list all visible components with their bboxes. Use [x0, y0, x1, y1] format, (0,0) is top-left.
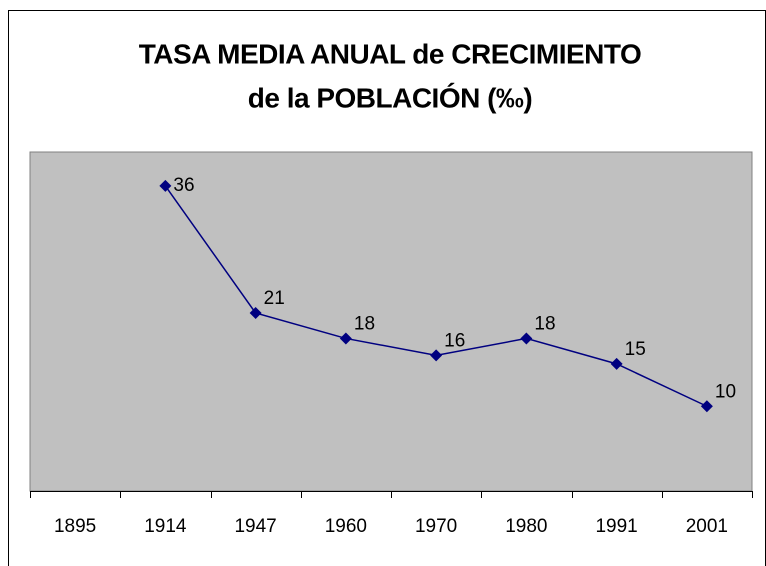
x-tick-label: 2001 — [686, 516, 728, 537]
x-tick-label: 1914 — [144, 516, 187, 537]
x-tick-label: 1980 — [505, 516, 547, 537]
x-tick-label: 1960 — [325, 516, 367, 537]
data-label: 36 — [173, 175, 194, 196]
data-label: 16 — [444, 330, 465, 351]
data-point — [159, 179, 172, 192]
data-point — [700, 400, 713, 413]
x-tick-label: 1991 — [595, 516, 637, 537]
data-point — [610, 357, 623, 370]
data-label: 15 — [625, 339, 646, 360]
x-tick-label: 1895 — [54, 516, 96, 537]
data-label: 21 — [264, 288, 285, 309]
data-point — [249, 307, 262, 320]
data-point — [520, 332, 533, 345]
chart-title: de la POBLACIÓN (‰) — [248, 82, 533, 113]
data-point — [430, 349, 443, 362]
data-label: 10 — [715, 381, 736, 402]
data-label: 18 — [354, 313, 375, 334]
data-point — [339, 332, 352, 345]
data-label: 18 — [534, 313, 555, 334]
x-tick-label: 1970 — [415, 516, 457, 537]
x-tick-label: 1947 — [234, 516, 276, 537]
chart-title: TASA MEDIA ANUAL de CRECIMIENTO — [139, 38, 642, 69]
plot-area — [29, 151, 753, 492]
